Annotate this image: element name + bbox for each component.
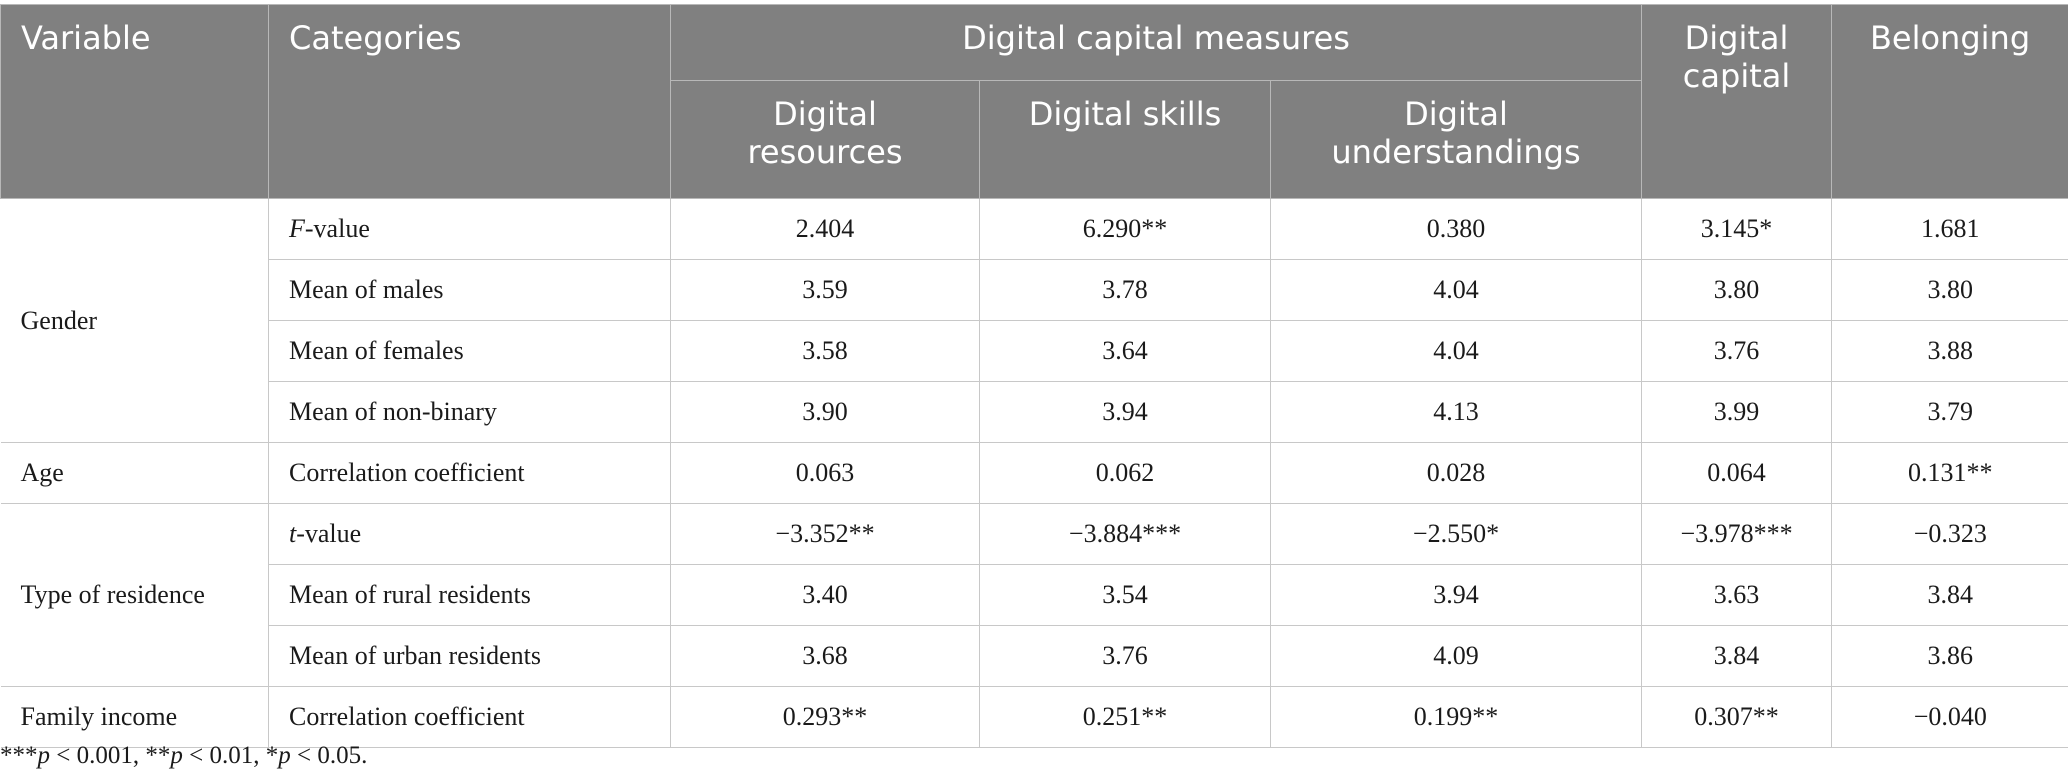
value-cell: 0.307** <box>1641 686 1833 748</box>
value-cell: 3.76 <box>1641 320 1833 382</box>
category-cell: Correlation coefficient <box>268 686 671 748</box>
value-cell: 0.063 <box>670 442 980 504</box>
value-cell: −3.884*** <box>979 503 1271 565</box>
value-cell: 3.94 <box>979 381 1271 443</box>
header-digital-understandings-label: Digital understandings <box>1331 95 1581 171</box>
value-cell: 0.028 <box>1269 442 1643 504</box>
value-cell: 3.40 <box>670 564 980 626</box>
category-cell: Mean of females <box>268 320 671 382</box>
value-cell: 0.380 <box>1269 198 1643 260</box>
value-cell: 3.76 <box>979 625 1271 687</box>
value-cell: 3.99 <box>1641 381 1833 443</box>
value-cell: −0.040 <box>1831 686 2068 748</box>
header-digital-resources: Digital resources <box>670 80 980 199</box>
value-cell: 3.58 <box>670 320 980 382</box>
value-cell: 3.80 <box>1641 259 1833 321</box>
header-digital-capital-measures: Digital capital measures <box>669 4 1643 81</box>
value-cell: 4.13 <box>1269 381 1643 443</box>
value-cell: 3.80 <box>1831 259 2068 321</box>
header-digital-skills: Digital skills <box>979 80 1271 199</box>
value-cell: 3.64 <box>979 320 1271 382</box>
footnote-stars-2: ** <box>145 742 171 769</box>
value-cell: 3.84 <box>1641 625 1833 687</box>
header-digital-capital: Digital capital <box>1641 4 1833 199</box>
category-rest: -value <box>296 519 362 548</box>
header-belonging: Belonging <box>1831 4 2068 199</box>
value-cell: 1.681 <box>1831 198 2068 260</box>
value-cell: 3.59 <box>670 259 980 321</box>
table-row: Type of residence t-value −3.352** −3.88… <box>0 503 2068 687</box>
table-row: Family income Correlation coefficient 0.… <box>0 686 2068 748</box>
value-cell: 0.293** <box>670 686 980 748</box>
category-italic: F <box>289 214 305 243</box>
value-cell: 3.145* <box>1641 198 1833 260</box>
table-row: Gender F-value 2.404 6.290** 0.380 3.145… <box>0 198 2068 443</box>
category-italic: t <box>289 519 297 548</box>
value-cell: 0.251** <box>979 686 1271 748</box>
category-cell: Mean of urban residents <box>268 625 671 687</box>
value-cell: 0.064 <box>1641 442 1833 504</box>
category-cell: Mean of non-binary <box>268 381 671 443</box>
footnote-stars-3: * <box>265 742 279 769</box>
value-cell: 3.94 <box>1269 564 1643 626</box>
footnote-p-2: p <box>170 742 183 769</box>
value-cell: 3.84 <box>1831 564 2068 626</box>
category-cell: F-value <box>268 198 671 260</box>
value-cell: 0.131** <box>1831 442 2068 504</box>
variable-gender: Gender <box>0 198 269 443</box>
value-cell: −2.550* <box>1269 503 1643 565</box>
footnote-p-1: p <box>37 742 51 769</box>
value-cell: 4.09 <box>1269 625 1643 687</box>
value-cell: 3.78 <box>979 259 1271 321</box>
value-cell: 6.290** <box>979 198 1271 260</box>
variable-type-of-residence: Type of residence <box>0 503 269 687</box>
footnote-threshold-3: < 0.05. <box>290 742 368 769</box>
value-cell: 3.88 <box>1831 320 2068 382</box>
value-cell: 3.54 <box>979 564 1271 626</box>
footnote-threshold-2: < 0.01, <box>182 742 266 769</box>
table-row: Mean of urban residents 3.68 3.76 4.09 3… <box>1 625 2068 687</box>
value-cell: −3.978*** <box>1641 503 1833 565</box>
category-rest: -value <box>304 214 370 243</box>
header-digital-understandings: Digital understandings <box>1269 80 1643 199</box>
value-cell: 4.04 <box>1269 320 1643 382</box>
variable-family-income: Family income <box>0 686 269 748</box>
category-cell: Mean of males <box>268 259 671 321</box>
table-row: Age Correlation coefficient 0.063 0.062 … <box>0 442 2068 504</box>
table-row: Mean of rural residents 3.40 3.54 3.94 3… <box>1 564 2068 626</box>
variable-age: Age <box>0 442 269 504</box>
header-variable: Variable <box>0 4 269 199</box>
value-cell: 3.63 <box>1641 564 1833 626</box>
header-digital-capital-label: Digital capital <box>1682 19 1791 95</box>
value-cell: −3.352** <box>670 503 980 565</box>
value-cell: 3.79 <box>1831 381 2068 443</box>
table-row: Mean of females 3.58 3.64 4.04 3.76 3.88 <box>1 320 2068 382</box>
category-cell: Mean of rural residents <box>268 564 671 626</box>
table-row: Mean of males 3.59 3.78 4.04 3.80 3.80 <box>1 259 2068 321</box>
table-row: Mean of non-binary 3.90 3.94 4.13 3.99 3… <box>1 381 2068 443</box>
category-cell: Correlation coefficient <box>268 442 671 504</box>
value-cell: 4.04 <box>1269 259 1643 321</box>
significance-footnote: ***p < 0.001, **p < 0.01, *p < 0.05. <box>0 742 367 770</box>
footnote-p-3: p <box>278 742 291 769</box>
table-container: Variable Categories Digital capital meas… <box>0 4 2068 748</box>
results-table: Variable Categories Digital capital meas… <box>0 4 2068 748</box>
value-cell: 0.199** <box>1269 686 1643 748</box>
value-cell: 0.062 <box>979 442 1271 504</box>
header-categories: Categories <box>268 4 671 199</box>
value-cell: −0.323 <box>1831 503 2068 565</box>
value-cell: 2.404 <box>670 198 980 260</box>
value-cell: 3.90 <box>670 381 980 443</box>
footnote-threshold-1: < 0.001, <box>50 742 146 769</box>
header-digital-resources-label: Digital resources <box>747 95 903 171</box>
category-cell: t-value <box>268 503 671 565</box>
value-cell: 3.86 <box>1831 625 2068 687</box>
value-cell: 3.68 <box>670 625 980 687</box>
footnote-stars-1: *** <box>0 742 38 769</box>
